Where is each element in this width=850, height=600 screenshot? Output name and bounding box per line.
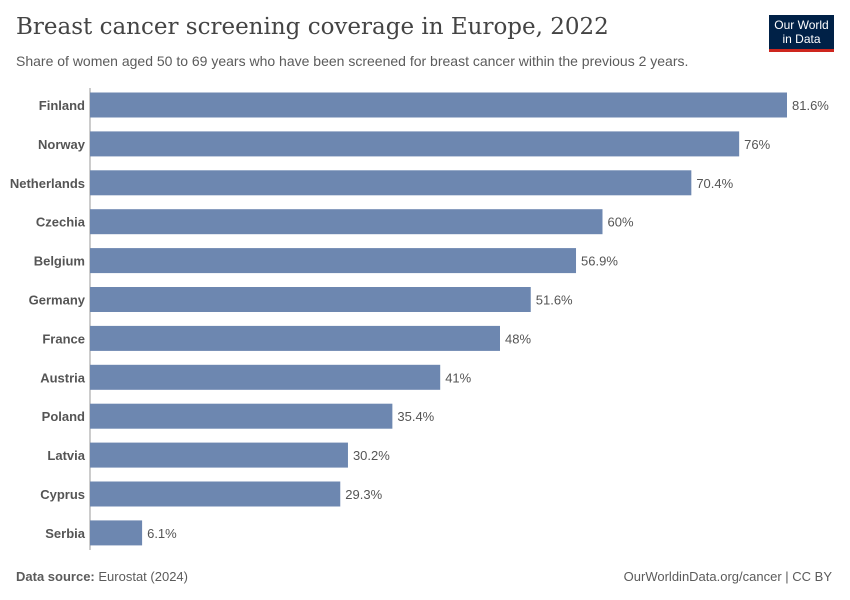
- value-label: 70.4%: [696, 176, 733, 191]
- category-label: Belgium: [34, 254, 85, 269]
- value-label: 29.3%: [345, 487, 382, 502]
- bar: [90, 481, 341, 507]
- category-label: Poland: [42, 409, 85, 424]
- chart-subtitle: Share of women aged 50 to 69 years who h…: [16, 53, 689, 69]
- category-label: Finland: [39, 98, 85, 113]
- value-label: 6.1%: [147, 526, 177, 541]
- category-label: Norway: [38, 137, 86, 152]
- bar: [90, 364, 441, 390]
- bar: [90, 325, 500, 351]
- bar: [90, 170, 692, 196]
- bar: [90, 131, 740, 157]
- owid-logo[interactable]: Our World in Data: [769, 15, 834, 52]
- value-label: 48%: [505, 331, 531, 346]
- bar: [90, 403, 393, 429]
- bar: [90, 209, 603, 235]
- data-source: Data source: Eurostat (2024): [16, 569, 188, 584]
- value-label: 35.4%: [397, 409, 434, 424]
- category-label: Serbia: [45, 526, 86, 541]
- value-label: 81.6%: [792, 98, 829, 113]
- value-label: 60%: [608, 215, 634, 230]
- source-value[interactable]: Eurostat (2024): [98, 569, 188, 584]
- value-label: 76%: [744, 137, 770, 152]
- bar: [90, 442, 348, 468]
- bar: [90, 92, 787, 118]
- value-label: 41%: [445, 370, 471, 385]
- category-label: Cyprus: [40, 487, 85, 502]
- bar: [90, 520, 143, 546]
- value-label: 51.6%: [536, 293, 573, 308]
- value-label: 56.9%: [581, 254, 618, 269]
- category-label: Netherlands: [10, 176, 85, 191]
- category-label: Austria: [40, 370, 86, 385]
- bar: [90, 248, 577, 274]
- category-label: France: [42, 331, 85, 346]
- bar: [90, 287, 531, 312]
- source-label: Data source:: [16, 569, 95, 584]
- category-label: Germany: [29, 293, 86, 308]
- category-label: Czechia: [36, 215, 86, 230]
- value-label: 30.2%: [353, 448, 390, 463]
- category-label: Latvia: [47, 448, 85, 463]
- chart-title: Breast cancer screening coverage in Euro…: [16, 14, 609, 40]
- footer-link[interactable]: OurWorldinData.org/cancer | CC BY: [623, 569, 832, 584]
